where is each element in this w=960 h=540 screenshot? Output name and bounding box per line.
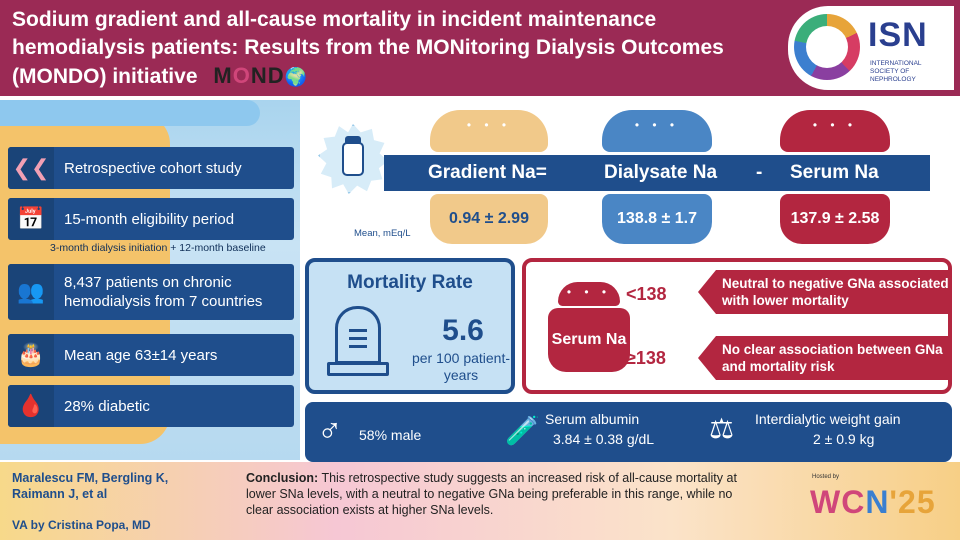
albumin-value: 3.84 ± 0.38 g/dL <box>553 431 655 447</box>
study-item-diabetic: 🩸 28% diabetic <box>8 385 294 427</box>
weight-gain-value: 2 ± 0.9 kg <box>813 431 875 447</box>
study-item-patients: 👥 8,437 patients on chronic hemodialysis… <box>8 264 294 320</box>
wcn-hosted-label: Hosted by <box>812 474 840 480</box>
wcn-logo-n: N <box>865 484 890 520</box>
double-chevron-left-icon: ❮❮ <box>8 147 54 189</box>
mortality-value: 5.6 <box>442 314 484 347</box>
study-item-age: 🎂 Mean age 63±14 years <box>8 334 294 376</box>
weight-gain-label: Interdialytic weight gain <box>755 411 901 427</box>
study-item-text: Mean age 63±14 years <box>64 346 218 364</box>
study-item-text: 15-month eligibility period <box>64 210 235 228</box>
calendar-icon: 📅 <box>8 198 54 240</box>
gradient-na-label: Gradient Na= <box>428 162 547 183</box>
serum-na-panel: • • • Serum Na <138 Neutral to negative … <box>522 258 952 394</box>
birthday-cake-icon: 🎂 <box>8 334 54 376</box>
high-threshold-finding: No clear association between GNa and mor… <box>698 336 950 380</box>
shaker-dots: • • • <box>812 118 858 132</box>
sodium-gradient-equation: Gradient Na= Dialysate Na - Serum Na <box>384 155 930 191</box>
tombstone-icon <box>335 306 381 364</box>
wcn-logo-year: '25 <box>889 484 936 520</box>
mortality-title: Mortality Rate <box>347 272 473 293</box>
conclusion-text: This retrospective study suggests an inc… <box>246 471 737 517</box>
authors: Maralescu FM, Bergling K, Raimann J, et … <box>12 471 169 501</box>
serum-na-shaker-top-icon: • • • <box>558 282 620 306</box>
tombstone-base-icon <box>327 362 389 376</box>
isn-logo-text: ISN <box>868 16 928 54</box>
dialysate-shaker-top: • • • <box>602 110 712 152</box>
mortality-unit: per 100 patient-years <box>411 350 511 383</box>
tombstone-line <box>349 329 367 332</box>
gradient-shaker-top: • • • <box>430 110 548 152</box>
study-item-text: 28% diabetic <box>64 397 150 415</box>
isn-logo: ISN INTERNATIONAL SOCIETY OF NEPHROLOGY <box>788 6 954 90</box>
dialysate-na-label: Dialysate Na <box>604 162 718 183</box>
isn-logo-subtitle: INTERNATIONAL SOCIETY OF NEPHROLOGY <box>870 60 922 83</box>
study-item-text: 8,437 patients on chronic hemodialysis f… <box>64 274 263 310</box>
page-title: Sodium gradient and all-cause mortality … <box>12 6 772 91</box>
shaker-dots: • • • <box>466 118 512 132</box>
salt-shaker-icon <box>342 142 364 176</box>
people-icon: 👥 <box>8 264 54 320</box>
male-percentage: 58% male <box>359 427 422 443</box>
study-item-text: Retrospective cohort study <box>64 159 242 177</box>
low-threshold-finding: Neutral to negative GNa associated with … <box>698 270 950 314</box>
scale-icon: ⚖ <box>709 413 735 444</box>
minus-sign: - <box>756 162 763 183</box>
test-tube-icon: 🧪 <box>505 415 540 446</box>
globe-icon: 🌍 <box>284 67 309 87</box>
shaker-dots: • • • <box>634 118 680 132</box>
study-item-design: ❮❮ Retrospective cohort study <box>8 147 294 189</box>
visual-abstract-credit: VA by Cristina Popa, MD <box>12 518 151 532</box>
baseline-stats-bar: ♂ 58% male 🧪 Serum albumin 3.84 ± 0.38 g… <box>305 402 952 462</box>
mondo-logo-o: O <box>232 63 251 88</box>
dialysate-value: 138.8 ± 1.7 <box>602 194 712 244</box>
title-text: Sodium gradient and all-cause mortality … <box>12 8 724 88</box>
footer <box>0 462 960 540</box>
tombstone-line <box>349 345 367 348</box>
albumin-label: Serum albumin <box>545 411 640 427</box>
mean-unit-label: Mean, mEq/L <box>354 228 411 239</box>
wcn25-logo: WCN'25 <box>810 484 936 521</box>
conclusion: Conclusion: This retrospective study sug… <box>246 470 756 518</box>
male-symbol-icon: ♂ <box>317 412 343 450</box>
salt-shaker-badge <box>318 124 388 194</box>
gradient-value: 0.94 ± 2.99 <box>430 194 548 244</box>
wcn-logo-wc: WC <box>810 484 866 520</box>
mondo-logo: MOND🌍 <box>213 62 308 91</box>
tombstone-line <box>349 337 367 340</box>
high-threshold: ≥138 <box>626 348 666 368</box>
eligibility-subtitle: 3-month dialysis initiation + 12-month b… <box>50 242 266 254</box>
mondo-logo-nd: ND <box>250 63 285 88</box>
salt-shaker-cap-icon <box>345 136 361 145</box>
serum-shaker-top: • • • <box>780 110 890 152</box>
serum-na-label: Serum Na <box>790 162 879 183</box>
left-decoration-top <box>0 100 260 126</box>
mortality-panel: Mortality Rate 5.6 per 100 patient-years <box>305 258 515 394</box>
isn-ring-icon <box>794 14 860 80</box>
shaker-dots: • • • <box>566 285 612 299</box>
serum-na-label-shaker: Serum Na <box>548 308 630 372</box>
mondo-logo-m: M <box>213 63 233 88</box>
study-item-period: 📅 15-month eligibility period <box>8 198 294 240</box>
serum-value: 137.9 ± 2.58 <box>780 194 890 244</box>
blood-drop-icon: 🩸 <box>8 385 54 427</box>
conclusion-label: Conclusion: <box>246 471 319 485</box>
low-threshold: <138 <box>626 284 667 304</box>
